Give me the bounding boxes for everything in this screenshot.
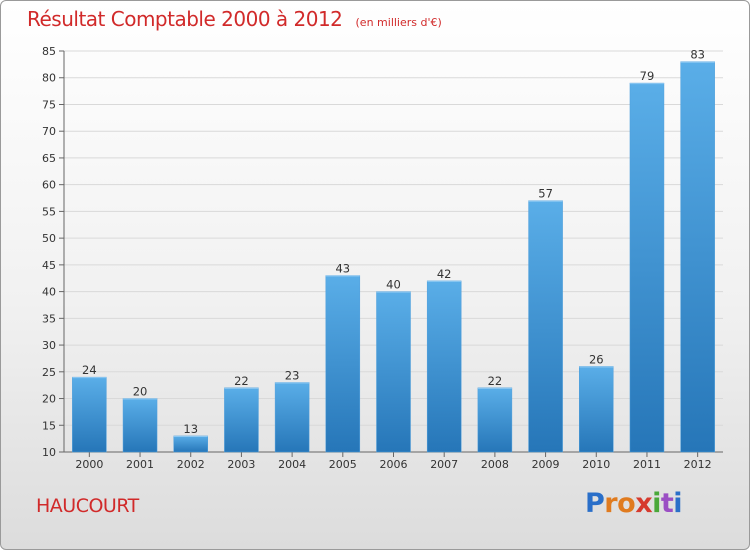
data-label: 22 (488, 374, 503, 388)
bar-2003 (224, 387, 259, 453)
y-tick-label: 75 (42, 98, 56, 111)
logo-letter: i (673, 488, 683, 519)
x-tick-label: 2003 (227, 458, 255, 471)
bar-2009 (528, 200, 563, 453)
y-tick-label: 40 (42, 286, 56, 299)
x-tick-label: 2009 (532, 458, 560, 471)
y-tick-label: 30 (42, 339, 56, 352)
chart-title: Résultat Comptable 2000 à 2012 (27, 7, 343, 31)
bar-2002 (173, 435, 208, 453)
bar-2007 (426, 280, 462, 453)
y-tick-label: 85 (42, 45, 56, 58)
data-label: 79 (640, 69, 655, 83)
bar-2011 (629, 82, 665, 453)
y-tick-label: 60 (42, 179, 56, 192)
y-tick-label: 70 (42, 125, 56, 138)
x-tick-label: 2007 (430, 458, 458, 471)
proxiti-logo: Proxiti (585, 488, 683, 519)
y-tick-label: 20 (42, 393, 56, 406)
logo-letter: r (604, 488, 618, 519)
x-tick-label: 2010 (582, 458, 610, 471)
bar-2012 (680, 61, 715, 453)
bar-2000 (72, 376, 107, 453)
bar-2004 (274, 382, 310, 453)
chart-subtitle: (en milliers d'€) (355, 16, 442, 29)
x-tick-label: 2005 (329, 458, 357, 471)
bar-2006 (376, 291, 411, 453)
y-tick-label: 10 (42, 446, 56, 459)
y-tick-label: 15 (42, 419, 56, 432)
y-tick-label: 35 (42, 312, 56, 325)
bar-2010 (579, 366, 614, 453)
x-tick-label: 2011 (633, 458, 661, 471)
x-tick-label: 2004 (278, 458, 306, 471)
logo-letter: t (660, 488, 674, 519)
logo-letter: x (635, 488, 653, 519)
data-label: 43 (335, 262, 350, 276)
labels: 10 15 20 25 30 35 40 45 50 55 60 65 70 75 80 85 2000 24 20… (42, 45, 712, 471)
data-label: 24 (82, 363, 97, 377)
data-label: 42 (437, 267, 452, 281)
data-label: 26 (589, 352, 604, 366)
x-tick-label: 2001 (126, 458, 154, 471)
data-label: 23 (285, 368, 300, 382)
bar-2001 (122, 398, 158, 453)
commune-name: HAUCOURT (36, 495, 139, 517)
data-label: 20 (133, 385, 148, 399)
data-label: 22 (234, 374, 249, 388)
logo-letter: o (617, 488, 636, 519)
chart-title-block: Résultat Comptable 2000 à 2012 (en milli… (27, 7, 442, 31)
data-label: 13 (183, 422, 198, 436)
x-tick-label: 2002 (177, 458, 205, 471)
data-label: 40 (386, 278, 401, 292)
y-tick-label: 50 (42, 232, 56, 245)
data-label: 83 (690, 48, 705, 62)
x-tick-label: 2008 (481, 458, 509, 471)
y-tick-label: 55 (42, 205, 56, 218)
data-label: 57 (538, 187, 553, 201)
bar-2008 (477, 387, 513, 453)
x-tick-label: 2012 (684, 458, 712, 471)
bar-2005 (325, 275, 361, 453)
y-tick-label: 80 (42, 72, 56, 85)
logo-letter: i (652, 488, 661, 519)
y-tick-label: 25 (42, 366, 56, 379)
x-tick-label: 2006 (380, 458, 408, 471)
y-tick-label: 65 (42, 152, 56, 165)
y-tick-label: 45 (42, 259, 56, 272)
x-tick-label: 2000 (75, 458, 103, 471)
bars (72, 61, 715, 453)
logo-letter: P (585, 488, 605, 519)
